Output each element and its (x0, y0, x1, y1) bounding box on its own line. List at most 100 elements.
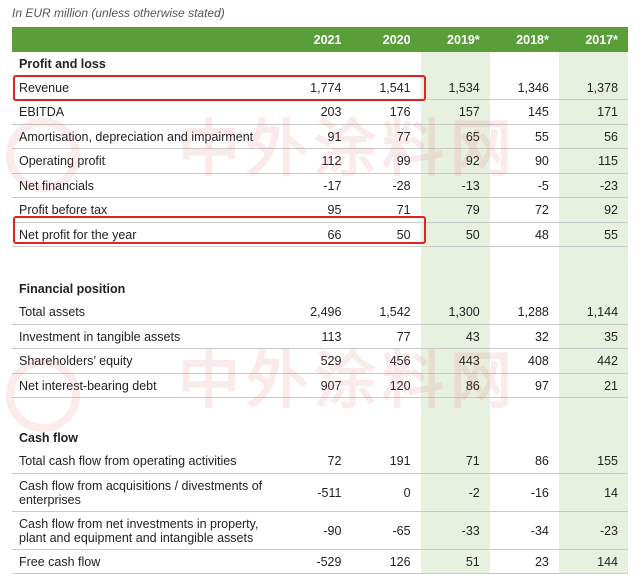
row-label: Net financials (19, 178, 95, 193)
value-cell: 145 (528, 105, 549, 119)
value-cell (490, 426, 559, 449)
col-2018: 2018* (516, 32, 549, 47)
value-cell: 91 (327, 129, 342, 144)
value-cell: 1,144 (558, 300, 629, 324)
table-row-cash-flow-from-net-investments-in-proper: Cash flow from net investments in proper… (12, 512, 629, 550)
value-cell: 48 (534, 227, 549, 242)
table-row-net-financials: Net financials -17 -28 -13 -5 -23 (12, 174, 629, 198)
value-cell (558, 247, 629, 277)
table-row-cash-flow-from-acquisitions-divestments-: Cash flow from acquisitions / divestment… (12, 474, 629, 512)
value-cell: 71 (420, 449, 490, 473)
row-label: Net interest-bearing debt (19, 378, 157, 393)
value-cell: 203 (320, 105, 342, 119)
section-heading-row: Cash flow (12, 426, 629, 449)
value-cell: 56 (558, 125, 629, 148)
value-cell (420, 426, 490, 449)
value-cell: 2,496 (310, 305, 342, 319)
value-cell: 1,346 (517, 80, 549, 95)
value-cell: 408 (528, 354, 549, 368)
value-cell: -529 (316, 554, 342, 569)
value-cell: 1,541 (379, 80, 411, 95)
value-cell: -16 (530, 485, 549, 500)
value-cell: 176 (389, 105, 411, 119)
value-cell: 1,534 (420, 76, 490, 99)
row-label: Operating profit (19, 154, 106, 168)
value-cell: 144 (558, 550, 629, 573)
row-label: Free cash flow (19, 554, 101, 569)
value-cell: -17 (323, 178, 342, 193)
row-label: Investment in tangible assets (19, 329, 181, 344)
spacer-row (12, 398, 629, 426)
value-cell: 43 (420, 325, 490, 348)
value-cell (282, 277, 351, 300)
value-cell: 65 (420, 125, 490, 148)
value-cell: 72 (327, 454, 342, 468)
value-cell: 1,774 (310, 80, 342, 95)
value-cell: 126 (389, 554, 411, 569)
value-cell (351, 398, 420, 426)
value-cell: 77 (396, 329, 411, 344)
col-2020: 2020 (382, 32, 411, 47)
value-cell: 23 (534, 554, 549, 569)
spacer-row (12, 247, 629, 277)
value-cell: 1,288 (517, 305, 549, 319)
section-title: Profit and loss (19, 57, 106, 71)
value-cell: 72 (534, 203, 549, 217)
value-cell (351, 277, 420, 300)
table-row-operating-profit: Operating profit 112 99 92 90 115 (12, 149, 629, 174)
col-2021: 2021 (313, 32, 342, 47)
table-row-investment-in-tangible-assets: Investment in tangible assets 113 77 43 32 35 (12, 325, 629, 349)
value-cell (420, 52, 490, 76)
value-cell: 86 (534, 454, 549, 468)
value-cell: -90 (323, 523, 342, 538)
table-row-total-cash-flow-from-operating-activitie: Total cash flow from operating activitie… (12, 449, 629, 474)
value-cell: -5 (537, 178, 549, 193)
value-cell: 157 (420, 100, 490, 124)
value-cell: 113 (321, 329, 342, 344)
value-cell: 1,542 (379, 305, 411, 319)
value-cell (282, 247, 351, 277)
row-label: Shareholders’ equity (19, 354, 133, 368)
value-cell: -2 (420, 474, 490, 511)
value-cell: 99 (396, 154, 411, 168)
value-cell: 86 (420, 374, 490, 397)
value-cell: 50 (396, 227, 411, 242)
col-2017: 2017* (558, 27, 629, 52)
value-cell: 92 (558, 198, 629, 222)
value-cell: 1,300 (420, 300, 490, 324)
value-cell: 90 (534, 154, 549, 168)
value-cell: 35 (558, 325, 629, 348)
table-row-amortisation-depreciation-and-impairment: Amortisation, depreciation and impairmen… (12, 125, 629, 149)
value-cell (282, 426, 351, 449)
value-cell: 115 (558, 149, 629, 173)
row-label: Profit before tax (19, 203, 108, 217)
value-cell: -28 (392, 178, 411, 193)
value-cell (490, 52, 559, 76)
value-cell: 1,378 (558, 76, 629, 99)
row-label: Net profit for the year (19, 227, 137, 242)
value-cell (282, 398, 351, 426)
value-cell: -13 (420, 174, 490, 197)
value-cell: -33 (420, 512, 490, 549)
value-cell: 442 (558, 349, 629, 373)
value-cell (351, 52, 420, 76)
row-label: EBITDA (19, 105, 65, 119)
value-cell (351, 426, 420, 449)
table-row-total-assets: Total assets 2,496 1,542 1,300 1,288 1,144 (12, 300, 629, 325)
value-cell (420, 398, 490, 426)
value-cell: 443 (420, 349, 490, 373)
row-label: Total assets (19, 305, 86, 319)
value-cell: 0 (403, 485, 411, 500)
value-cell (420, 247, 490, 277)
row-label: Total cash flow from operating activitie… (19, 454, 237, 468)
value-cell: 120 (389, 378, 411, 393)
value-cell (420, 277, 490, 300)
value-cell: -34 (530, 523, 549, 538)
value-cell: 456 (389, 354, 411, 368)
value-cell: 50 (420, 223, 490, 246)
table-row-revenue: Revenue 1,774 1,541 1,534 1,346 1,378 (12, 76, 629, 100)
value-cell: 907 (320, 378, 342, 393)
row-label: Cash flow from acquisitions / divestment… (19, 478, 263, 507)
value-cell: 14 (558, 474, 629, 511)
value-cell (351, 247, 420, 277)
